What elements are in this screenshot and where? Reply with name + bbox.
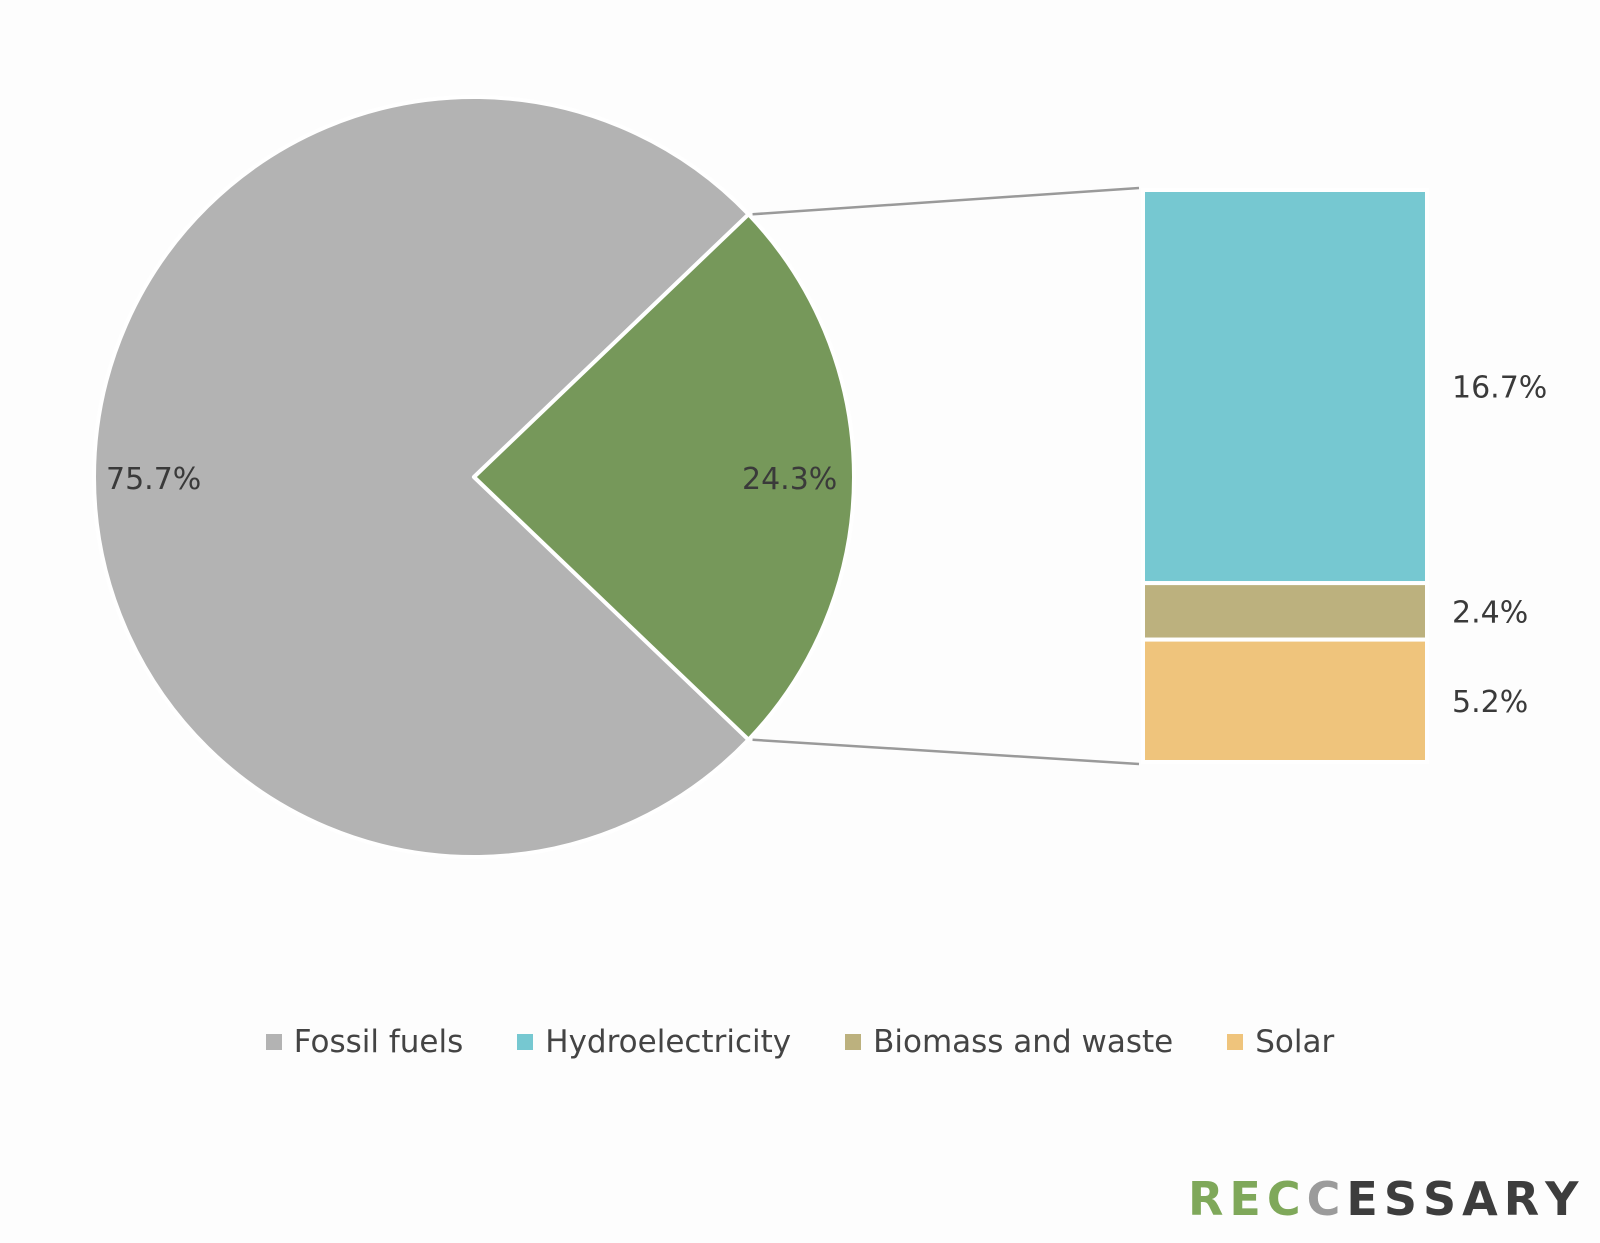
legend-label: Fossil fuels	[293, 1024, 464, 1060]
logo-letter: C	[1306, 1172, 1347, 1226]
pie-label-renewables: 24.3%	[742, 462, 837, 497]
bar-segment-hydroelectricity	[1141, 188, 1429, 586]
connector-lines	[752, 186, 1140, 766]
brand-logo: RECCESSARY	[1188, 1172, 1584, 1226]
logo-letter: R	[1188, 1172, 1230, 1226]
logo-letter: E	[1229, 1172, 1267, 1226]
pie-slice-fossil-fuels	[92, 95, 751, 859]
legend-item-fossil-fuels: Fossil fuels	[265, 1024, 464, 1060]
pie-label-fossil-fuels: 75.7%	[106, 462, 201, 497]
bar-segment-biomass-and-waste	[1141, 581, 1429, 642]
pie-chart: 75.7% 24.3%	[92, 95, 856, 859]
pie-slice-renewables	[472, 212, 856, 742]
legend-label: Hydroelectricity	[545, 1024, 792, 1060]
bar-label-hydroelectricity: 16.7%	[1452, 371, 1547, 406]
legend-item-hydroelectricity: Hydroelectricity	[517, 1024, 791, 1060]
logo-letter: S	[1383, 1172, 1423, 1226]
bar-segment-solar	[1141, 637, 1429, 764]
connector-line-bottom	[752, 738, 1140, 766]
logo-letter: R	[1503, 1172, 1546, 1226]
bar-label-biomass-and-waste: 2.4%	[1452, 595, 1528, 630]
legend-item-biomass-and-waste: Biomass and waste	[845, 1024, 1173, 1060]
connector-line-top	[752, 186, 1140, 216]
legend-swatch	[517, 1034, 534, 1050]
legend-item-solar: Solar	[1227, 1024, 1334, 1060]
logo-letter: A	[1462, 1172, 1504, 1226]
logo-letter: Y	[1545, 1172, 1585, 1226]
logo-letter: C	[1266, 1172, 1307, 1226]
bar-label-solar: 5.2%	[1452, 685, 1528, 720]
legend-swatch	[265, 1034, 282, 1050]
logo-letter: S	[1422, 1172, 1463, 1226]
legend-swatch	[1227, 1034, 1244, 1050]
legend-swatch	[845, 1034, 862, 1050]
chart-canvas: 75.7% 24.3% 16.7% 2.4% 5.2%	[92, 95, 1547, 859]
logo-letter: E	[1346, 1172, 1384, 1226]
legend-label: Biomass and waste	[873, 1024, 1174, 1060]
breakdown-bar: 16.7% 2.4% 5.2%	[1141, 188, 1547, 764]
legend: Fossil fuels Hydroelectricity Biomass an…	[0, 1024, 1600, 1060]
legend-label: Solar	[1255, 1024, 1335, 1060]
